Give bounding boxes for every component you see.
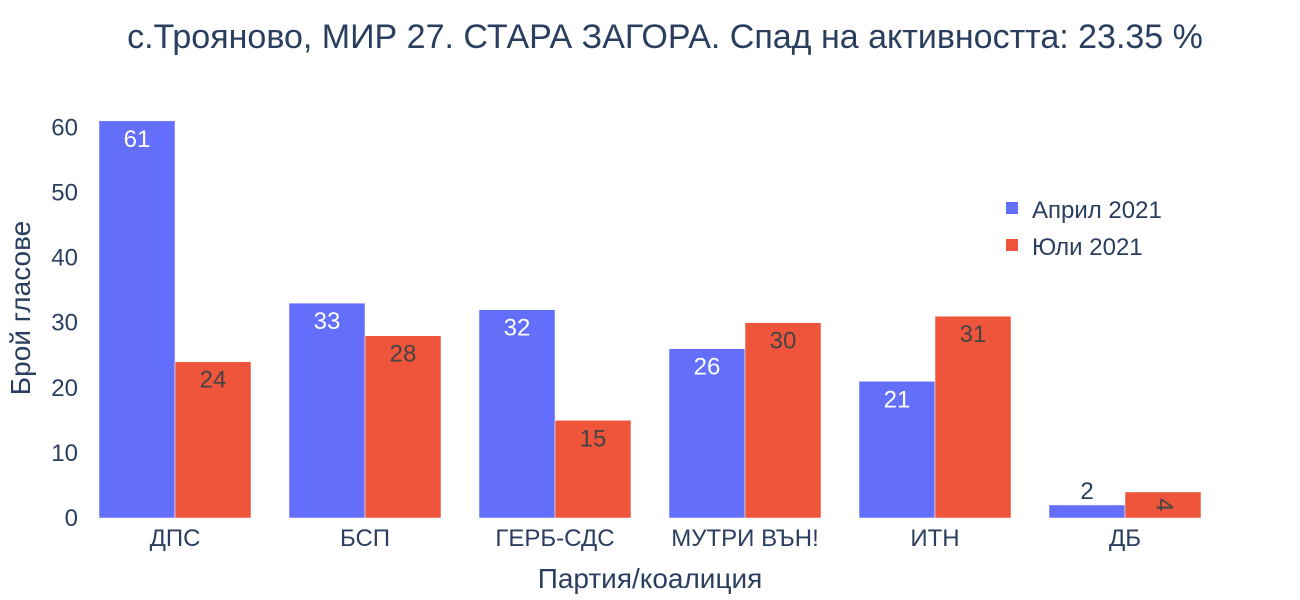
legend-label: Юли 2021 [1032, 234, 1143, 261]
bar-value-label: 15 [580, 425, 607, 452]
bar-value-label: 24 [200, 367, 227, 394]
y-tick-label: 0 [65, 505, 78, 532]
x-axis-title: Партия/коалиция [538, 563, 763, 594]
bar-value-label: 31 [960, 321, 987, 348]
y-tick-label: 10 [51, 440, 78, 467]
x-tick-label: ДПС [150, 525, 201, 552]
bar-value-label: 61 [124, 126, 151, 153]
y-tick-label: 50 [51, 179, 78, 206]
x-axis-ticks: ДПС БСП ГЕРБ-СДС МУТРИ ВЪН! ИТН ДБ [150, 525, 1141, 552]
bar[interactable] [364, 335, 442, 519]
x-tick-label: ДБ [1109, 525, 1141, 552]
legend: Април 2021 Юли 2021 [1006, 197, 1162, 261]
legend-label: Април 2021 [1032, 197, 1162, 224]
x-tick-label: ИТН [910, 525, 959, 552]
x-tick-label: МУТРИ ВЪН! [671, 525, 818, 552]
bar[interactable] [668, 348, 746, 519]
bar-value-label: 4 [1151, 498, 1178, 511]
legend-swatch [1006, 202, 1018, 214]
bar[interactable] [1048, 504, 1126, 519]
chart-title: с.Трояново, МИР 27. СТАРА ЗАГОРА. Спад н… [127, 18, 1203, 56]
y-axis-title: Брой гласове [5, 221, 36, 395]
bar[interactable] [934, 315, 1012, 519]
legend-swatch [1006, 239, 1018, 251]
y-tick-label: 30 [51, 310, 78, 337]
bars [98, 120, 1202, 519]
bar[interactable] [288, 302, 366, 519]
y-tick-label: 40 [51, 245, 78, 272]
bar[interactable] [858, 381, 936, 519]
bar[interactable] [98, 120, 176, 519]
bar-value-label: 26 [694, 354, 721, 381]
x-tick-label: БСП [340, 525, 390, 552]
bar-value-label: 30 [770, 328, 797, 355]
bar[interactable] [1124, 491, 1202, 519]
x-tick-label: ГЕРБ-СДС [495, 525, 614, 552]
bar[interactable] [478, 309, 556, 519]
bar-value-label: 32 [504, 315, 531, 342]
bar[interactable] [554, 420, 632, 519]
bar-value-label: 28 [390, 341, 417, 368]
y-tick-label: 60 [51, 114, 78, 141]
bar-value-label: 21 [884, 386, 911, 413]
bar-value-label: 2 [1080, 478, 1093, 505]
y-axis-ticks: 0 10 20 30 40 50 60 [51, 114, 78, 532]
bar-value-label: 33 [314, 308, 341, 335]
bar[interactable] [174, 361, 252, 519]
y-tick-label: 20 [51, 375, 78, 402]
bar[interactable] [744, 322, 822, 519]
